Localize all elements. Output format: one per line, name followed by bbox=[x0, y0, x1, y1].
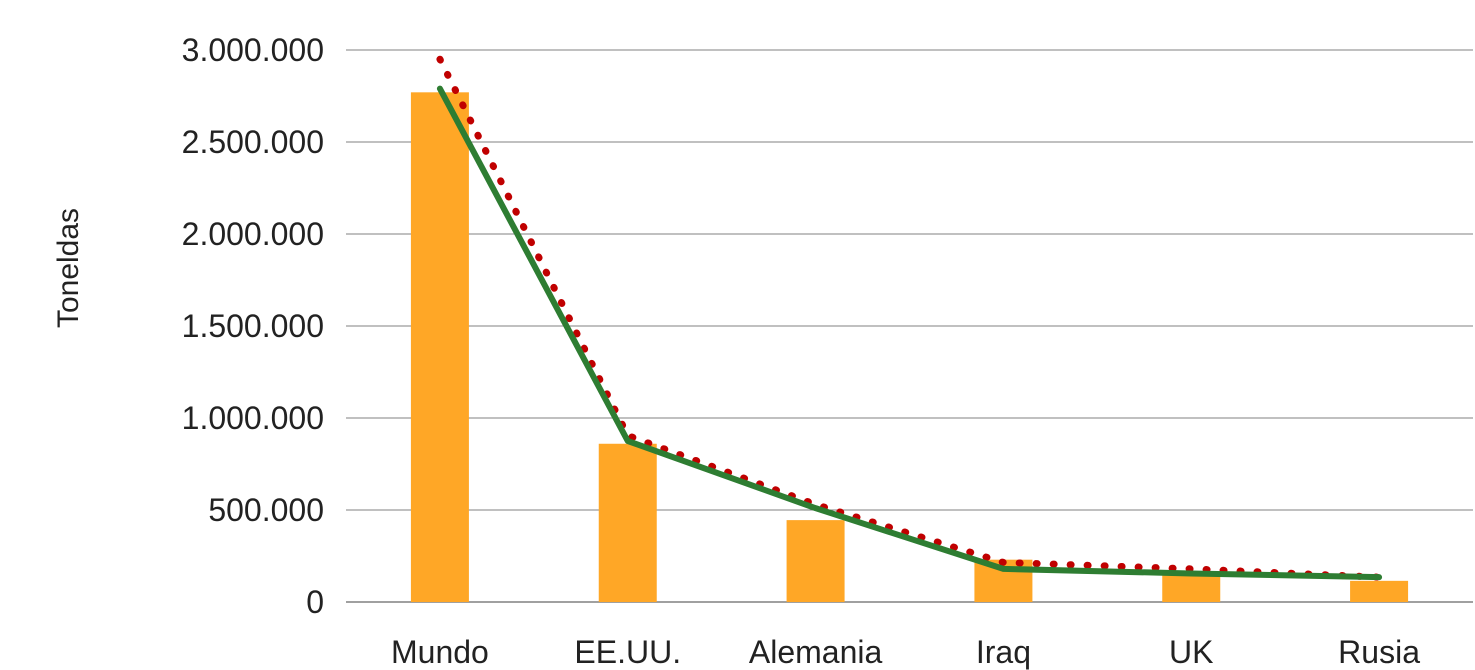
x-category-label: Rusia bbox=[1338, 634, 1420, 670]
y-tick-label: 500.000 bbox=[208, 492, 324, 528]
x-category-label: Alemania bbox=[749, 634, 883, 670]
bar-series bbox=[410, 92, 1409, 602]
x-category-label: Mundo bbox=[391, 634, 489, 670]
bar bbox=[1162, 572, 1221, 602]
y-tick-label: 2.000.000 bbox=[182, 216, 324, 252]
trendline-path bbox=[436, 55, 1383, 581]
line-series bbox=[436, 85, 1383, 581]
bar bbox=[598, 443, 657, 602]
bar bbox=[410, 92, 469, 602]
y-tick-label: 1.000.000 bbox=[182, 400, 324, 436]
y-tick-label: 2.500.000 bbox=[182, 124, 324, 160]
line-series-path bbox=[436, 85, 1383, 581]
y-tick-label: 1.500.000 bbox=[182, 308, 324, 344]
x-category-label: UK bbox=[1169, 634, 1213, 670]
x-category-label: Iraq bbox=[976, 634, 1031, 670]
x-category-label: EE.UU. bbox=[574, 634, 681, 670]
y-axis-tick-labels: 0 500.000 1.000.000 1.500.000 2.000.000 2.500… bbox=[182, 32, 324, 620]
bar bbox=[786, 520, 845, 602]
x-axis-category-labels: Mundo EE.UU. Alemania Iraq UK Rusia bbox=[391, 634, 1420, 670]
y-axis-title: Toneldas bbox=[52, 208, 85, 328]
y-tick-label: 3.000.000 bbox=[182, 32, 324, 68]
trendline-series bbox=[436, 55, 1383, 581]
gridlines bbox=[346, 49, 1473, 603]
bar bbox=[1350, 580, 1409, 602]
y-tick-label: 0 bbox=[306, 584, 324, 620]
